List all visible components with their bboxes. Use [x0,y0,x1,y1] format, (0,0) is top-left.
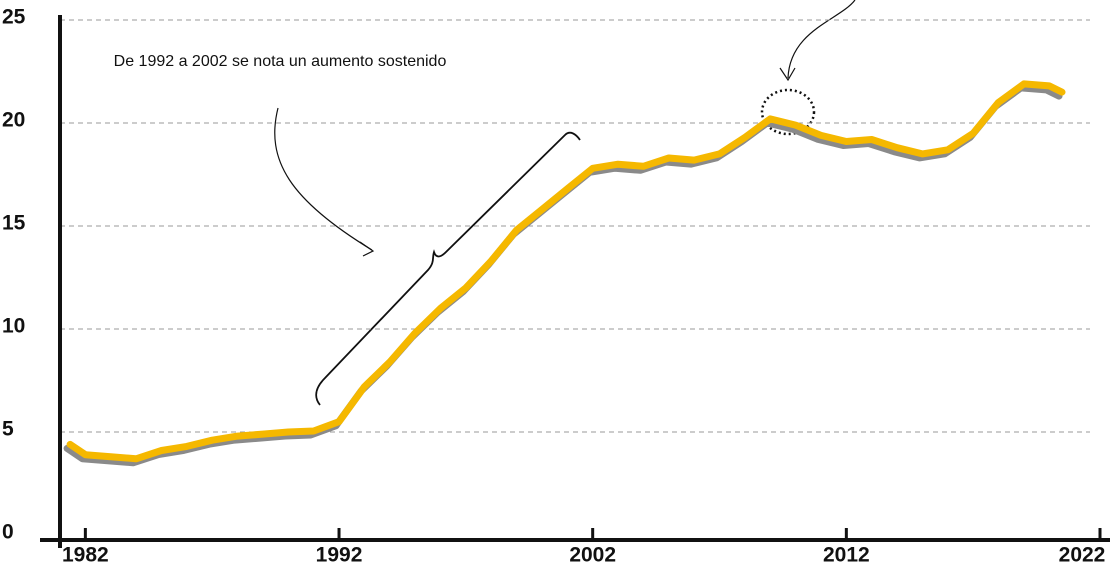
x-tick-label: 2022 [1059,544,1106,567]
bracket [315,131,581,406]
annotation: De 1992 a 2002 se nota un aumento sosten… [114,53,447,70]
y-tick-label: 15 [2,212,26,235]
y-tick-label: 20 [2,109,25,132]
y-tick-label: 10 [2,315,25,338]
x-tick-label: 1992 [316,544,363,567]
arrow-head [359,241,375,257]
x-tick-label: 2002 [569,544,616,567]
y-tick-label: 25 [2,6,26,29]
top-arrow [787,0,856,79]
annotation-arrow [274,107,373,251]
y-tick-label: 0 [2,521,14,544]
line-shadow [63,84,1063,467]
x-tick-label: 2012 [823,544,870,567]
highlight-circle [760,88,816,136]
y-tick-label: 5 [2,418,14,441]
arrow-head [779,67,796,82]
line [66,80,1066,463]
x-tick-label: 1982 [62,544,109,567]
